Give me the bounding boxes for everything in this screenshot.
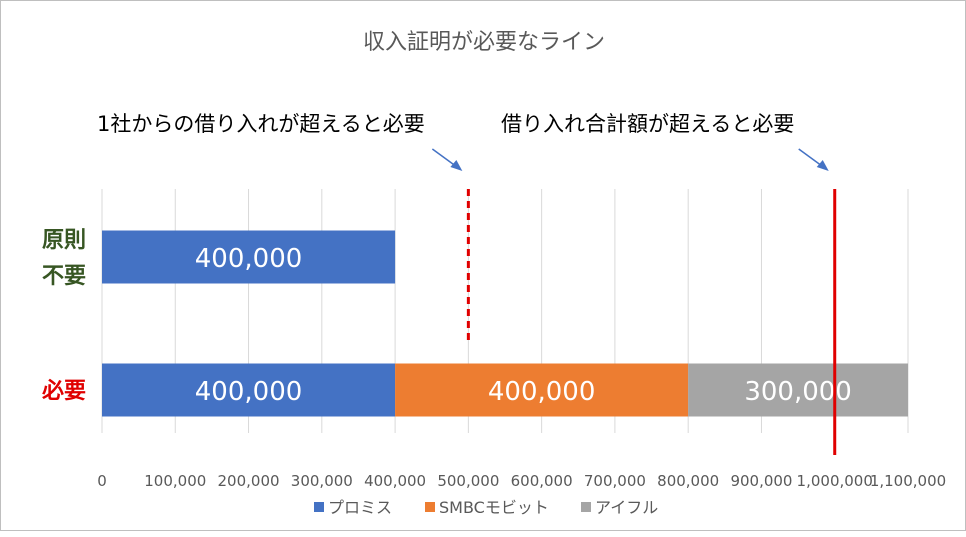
legend-swatch-0 bbox=[314, 502, 324, 512]
category-label-1: 必要 bbox=[42, 378, 86, 404]
x-tick-label-0: 0 bbox=[97, 472, 107, 490]
x-tick-label-8: 800,000 bbox=[657, 472, 719, 490]
legend-label-0: プロミス bbox=[328, 498, 392, 517]
bars bbox=[102, 230, 908, 417]
x-tick-label-6: 600,000 bbox=[511, 472, 573, 490]
annotation-arrowhead-0 bbox=[450, 160, 463, 171]
chart-title: 収入証明が必要なライン bbox=[363, 30, 605, 55]
x-tick-label-10: 1,000,000 bbox=[797, 472, 873, 490]
reference-annotation-0: 1社からの借り入れが超えると必要 bbox=[97, 112, 425, 136]
category-label-0: 原則不要 bbox=[42, 228, 86, 289]
x-tick-label-5: 500,000 bbox=[437, 472, 499, 490]
legend: プロミス SMBCモビット アイフル bbox=[314, 498, 658, 517]
legend-label-2: アイフル bbox=[595, 498, 658, 517]
x-tick-label-11: 1,100,000 bbox=[870, 472, 946, 490]
annotation-arrowhead-1 bbox=[816, 160, 829, 171]
bar-0-0 bbox=[102, 230, 396, 284]
x-tick-label-2: 200,000 bbox=[218, 472, 280, 490]
bar-1-0 bbox=[102, 363, 396, 417]
x-tick-label-1: 100,000 bbox=[144, 472, 206, 490]
x-tick-label-7: 700,000 bbox=[584, 472, 646, 490]
data-label-1-0: 400,000 bbox=[195, 377, 303, 407]
bar-1-2 bbox=[688, 363, 908, 417]
x-tick-label-3: 300,000 bbox=[291, 472, 353, 490]
x-tick-label-4: 400,000 bbox=[364, 472, 426, 490]
x-axis-tick-labels: 0 100,000 200,000 300,000 400,000 500,000 600,… bbox=[97, 472, 946, 490]
bar-1-1 bbox=[395, 363, 689, 417]
data-label-0-0: 400,000 bbox=[195, 244, 303, 274]
reference-lines: 1社からの借り入れが超えると必要 借り入れ合計額が超えると必要 bbox=[97, 112, 837, 455]
legend-swatch-1 bbox=[425, 502, 435, 512]
reference-annotation-1: 借り入れ合計額が超えると必要 bbox=[501, 112, 794, 136]
x-tick-label-9: 900,000 bbox=[730, 472, 792, 490]
data-label-1-1: 400,000 bbox=[488, 377, 596, 407]
legend-label-1: SMBCモビット bbox=[439, 498, 549, 517]
legend-swatch-2 bbox=[581, 502, 591, 512]
